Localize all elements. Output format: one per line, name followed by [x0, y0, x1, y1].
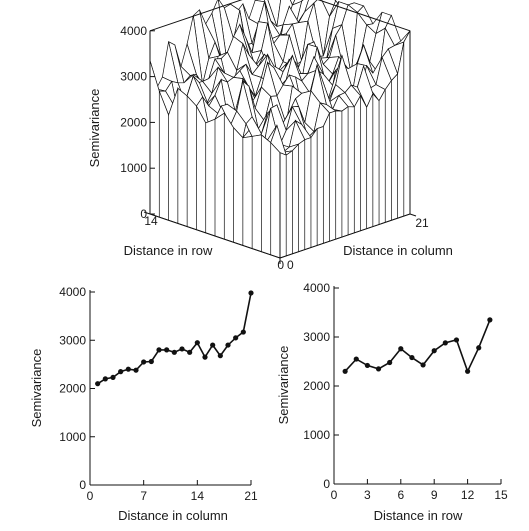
data-point: [141, 359, 147, 365]
data-point: [118, 369, 124, 375]
data-point: [248, 290, 254, 296]
data-point: [217, 353, 223, 359]
data-point: [102, 376, 108, 382]
surface-plot: 0 1000 2000 3000 4000 Semivariance Distance …: [87, 0, 453, 272]
surface-column-tick-max: 21: [415, 216, 429, 230]
surface-axes: 0 1000 2000 3000 4000: [120, 0, 417, 264]
y-tick-label: 0: [79, 478, 86, 492]
data-point: [353, 356, 359, 362]
data-point: [179, 346, 185, 352]
surface-cell: [289, 0, 296, 6]
surface-row-tick-max: 14: [144, 214, 158, 228]
y-tick-label: 2000: [59, 382, 86, 396]
data-point: [476, 345, 482, 351]
data-point: [187, 349, 193, 355]
surface-row-axis: [149, 213, 281, 259]
y-tick-label: 1000: [59, 430, 86, 444]
data-point: [110, 374, 116, 381]
data-point: [240, 329, 246, 335]
column-chart-x-axis-label: Distance in column: [118, 508, 228, 523]
x-tick-label: 15: [494, 488, 508, 502]
surface-mesh: [149, 0, 411, 259]
row-semivariogram-chart: 0 1000 2000 3000 4000 0 3 6 9 12 15 Distance in ro…: [276, 281, 508, 523]
surface-top-edge: [149, 0, 243, 32]
data-point: [375, 366, 382, 372]
y-tick-label: 4000: [59, 285, 86, 299]
data-point: [420, 362, 426, 368]
x-tick-label: 21: [244, 489, 258, 503]
y-tick-label: 1000: [303, 428, 330, 442]
surface-row-axis-label: Distance in row: [124, 243, 213, 258]
data-point: [133, 367, 139, 373]
data-point: [442, 340, 448, 346]
data-point: [125, 366, 131, 372]
y-tick-label: 0: [323, 477, 330, 491]
y-tick-label: 2000: [303, 379, 330, 393]
y-tick-label: 3000: [303, 330, 330, 344]
surface-z-tick-label: 0: [140, 207, 147, 221]
data-point: [487, 317, 493, 323]
surface-column-axis: [279, 213, 411, 259]
y-tick-label: 4000: [303, 281, 330, 295]
x-tick-label: 14: [191, 489, 205, 503]
data-point: [465, 368, 471, 374]
surface-z-tick-label: 3000: [120, 70, 147, 84]
row-chart-x-axis-label: Distance in row: [374, 508, 463, 523]
x-tick-label: 0: [331, 488, 338, 502]
x-tick-label: 6: [397, 488, 404, 502]
data-point: [148, 358, 154, 365]
surface-z-tick-label: 1000: [120, 161, 147, 175]
x-tick-label: 3: [364, 488, 371, 502]
y-tick-label: 3000: [59, 333, 86, 347]
data-point: [164, 347, 170, 353]
data-point: [171, 349, 177, 355]
x-tick-label: 0: [87, 489, 94, 503]
data-point: [453, 337, 460, 343]
x-tick-label: 12: [461, 488, 475, 502]
data-point: [387, 359, 393, 366]
surface-y-axis-label: Semivariance: [87, 89, 102, 168]
data-point: [431, 348, 437, 354]
data-point: [156, 347, 162, 353]
column-chart-y-axis-label: Semivariance: [29, 349, 44, 428]
column-semivariogram-chart: 0 1000 2000 3000 4000 0 7 14 21 Distance in colu…: [29, 285, 258, 523]
data-point: [194, 340, 200, 346]
surface-column-tick-min: 0: [287, 258, 294, 272]
data-point: [364, 362, 370, 369]
surface-row-tick: [143, 211, 151, 215]
data-point: [342, 368, 348, 374]
surface-column-tick: [409, 213, 417, 217]
surface-row-tick-min: 0: [277, 258, 284, 272]
surface-z-tick-label: 4000: [120, 24, 147, 38]
data-point: [95, 381, 101, 387]
data-point: [202, 354, 208, 360]
data-point: [233, 335, 239, 341]
surface-top-edge: [317, 0, 411, 32]
x-tick-label: 7: [140, 489, 147, 503]
x-tick-label: 9: [431, 488, 438, 502]
data-point: [398, 346, 404, 352]
data-point: [225, 342, 231, 348]
data-point: [409, 354, 415, 361]
surface-z-tick-label: 2000: [120, 115, 147, 129]
row-chart-y-axis-label: Semivariance: [276, 346, 291, 425]
data-point: [210, 342, 216, 348]
surface-column-axis-label: Distance in column: [343, 243, 453, 258]
